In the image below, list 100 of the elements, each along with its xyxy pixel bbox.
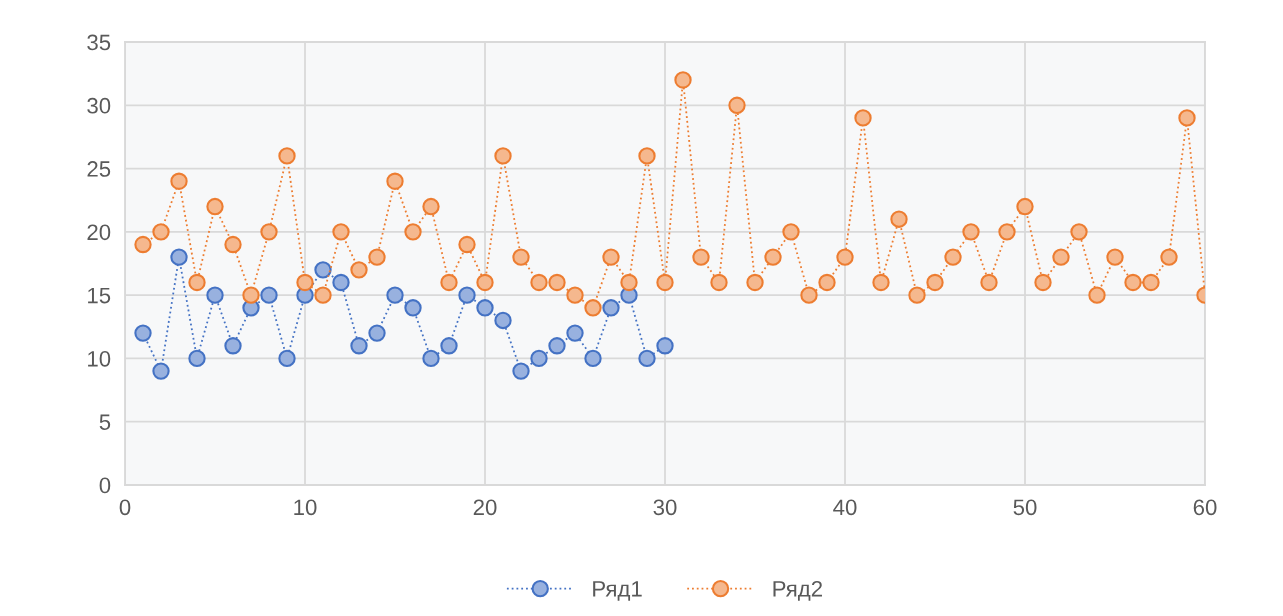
point [512, 362, 530, 380]
point [386, 172, 404, 190]
point [224, 337, 242, 355]
point [332, 223, 350, 241]
point [728, 96, 746, 114]
point [422, 197, 440, 216]
point [260, 223, 278, 241]
point [350, 261, 368, 279]
point [656, 337, 674, 355]
point [638, 147, 656, 165]
y-tick-label: 20 [87, 224, 111, 241]
point [530, 349, 548, 368]
point [476, 273, 494, 292]
y-tick-label: 15 [88, 287, 111, 304]
point [1160, 248, 1178, 266]
point [278, 349, 296, 368]
point [134, 324, 152, 342]
point [134, 235, 152, 254]
y-tick-label: 10 [88, 350, 111, 367]
point [908, 286, 926, 304]
point [1178, 109, 1196, 127]
point [404, 223, 422, 241]
point [638, 349, 656, 368]
y-tick-label: 35 [87, 34, 111, 51]
x-tick-label: 30 [653, 499, 677, 516]
point [548, 337, 566, 355]
point [1106, 248, 1124, 266]
point [1016, 197, 1034, 216]
y-tick-label: 25 [87, 161, 111, 177]
point [368, 248, 386, 266]
point [224, 235, 242, 254]
y-tick-label: 5 [99, 414, 111, 430]
point [602, 299, 620, 317]
point [818, 273, 836, 292]
point [710, 273, 728, 292]
point [152, 362, 170, 380]
point [944, 248, 962, 266]
point [458, 286, 476, 304]
point [188, 349, 206, 368]
point [584, 299, 602, 317]
point [404, 299, 422, 317]
point [1124, 273, 1142, 292]
point [278, 147, 296, 165]
point [152, 223, 170, 241]
point [296, 273, 314, 292]
point [332, 273, 350, 292]
point [188, 273, 206, 292]
x-tick-label: 60 [1193, 499, 1217, 516]
point [458, 235, 476, 254]
point [242, 286, 260, 304]
point [1088, 286, 1106, 304]
point [692, 248, 710, 266]
point [476, 299, 494, 317]
point [656, 273, 674, 292]
x-tick-label: 10 [294, 499, 317, 516]
point [1070, 223, 1088, 241]
point [494, 311, 512, 330]
x-tick-label: 0 [119, 499, 131, 516]
point [782, 223, 800, 241]
point [314, 286, 332, 304]
point [566, 286, 584, 304]
point [566, 324, 584, 342]
point [206, 286, 224, 304]
point [926, 273, 944, 292]
point [368, 324, 386, 342]
x-tick-label: 20 [473, 499, 497, 516]
point [440, 273, 458, 292]
point [764, 248, 782, 266]
point [962, 223, 980, 241]
point [206, 197, 224, 216]
point [674, 71, 692, 89]
point [980, 273, 998, 292]
point [170, 248, 188, 266]
point [746, 273, 764, 292]
legend-label: Ряд2 [773, 580, 822, 601]
point [800, 286, 818, 304]
legend-label: Ряд1 [593, 581, 642, 601]
x-tick-label: 50 [1013, 499, 1037, 516]
point [548, 273, 566, 292]
point [998, 223, 1016, 241]
point [494, 147, 512, 165]
y-tick-label: 30 [87, 97, 111, 114]
point [512, 248, 530, 266]
point [836, 248, 854, 266]
point [620, 273, 638, 292]
point [1142, 273, 1160, 292]
point [872, 273, 890, 292]
point [854, 109, 872, 127]
point [440, 337, 458, 355]
point [890, 210, 908, 228]
point [350, 337, 368, 355]
point [170, 172, 188, 190]
point [584, 349, 602, 368]
point [386, 286, 404, 304]
point [530, 273, 548, 292]
point [602, 248, 620, 266]
point [260, 286, 278, 304]
y-tick-label: 0 [99, 477, 111, 494]
point [314, 261, 332, 279]
point [1052, 248, 1070, 266]
